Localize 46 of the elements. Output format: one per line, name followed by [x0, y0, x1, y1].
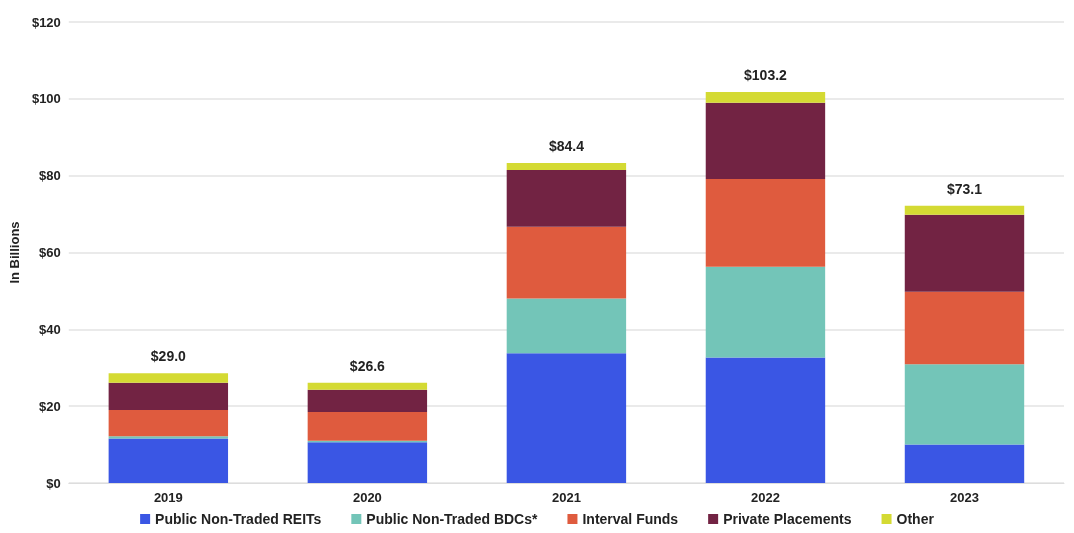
y-tick-label: $80 [39, 168, 61, 184]
bar [904, 205, 1025, 215]
y-tick-label: $100 [31, 91, 61, 107]
bar [506, 226, 627, 299]
bar [705, 102, 826, 180]
legend-label: Public Non-Traded REITs [155, 511, 322, 527]
x-tick-label: 2023 [950, 490, 979, 505]
bar [307, 382, 428, 390]
bar [307, 389, 428, 412]
legend-label: Other [896, 511, 935, 527]
legend-label: Interval Funds [582, 511, 679, 527]
annotation: $26.6 [349, 357, 386, 374]
bar [506, 353, 627, 483]
bar [108, 438, 229, 483]
bar [307, 442, 428, 483]
bar [506, 169, 627, 227]
y-tick-label: $20 [39, 398, 61, 414]
x-tick-label: 2020 [352, 490, 382, 505]
bar [705, 357, 826, 483]
bar [904, 291, 1025, 365]
bar [705, 179, 826, 267]
bar [307, 411, 428, 441]
x-tick-label: 2021 [551, 490, 581, 505]
bar [506, 298, 627, 354]
y-tick-label: $0 [46, 475, 61, 491]
x-tick-label: 2019 [153, 490, 183, 505]
bar [506, 162, 627, 170]
bar [108, 373, 229, 383]
annotation: $103.2 [744, 66, 788, 83]
legend-label: Public Non-Traded BDCs* [366, 511, 538, 527]
y-tick-label: $60 [39, 245, 61, 260]
annotation: $73.1 [946, 180, 983, 197]
annotation: $29.0 [150, 348, 187, 365]
bar [705, 266, 826, 358]
annotation: $84.4 [548, 137, 585, 154]
bar [904, 214, 1025, 292]
bar [904, 444, 1025, 483]
bar [904, 364, 1025, 445]
legend-label: Private Placements [723, 511, 852, 527]
bar [108, 382, 229, 411]
y-tick-label: $120 [31, 14, 61, 30]
y-axis-title: In Billions [7, 221, 22, 284]
y-tick-label: $40 [39, 321, 61, 337]
bar [108, 410, 229, 437]
x-tick-label: 2022 [750, 490, 780, 505]
bar [705, 91, 826, 103]
